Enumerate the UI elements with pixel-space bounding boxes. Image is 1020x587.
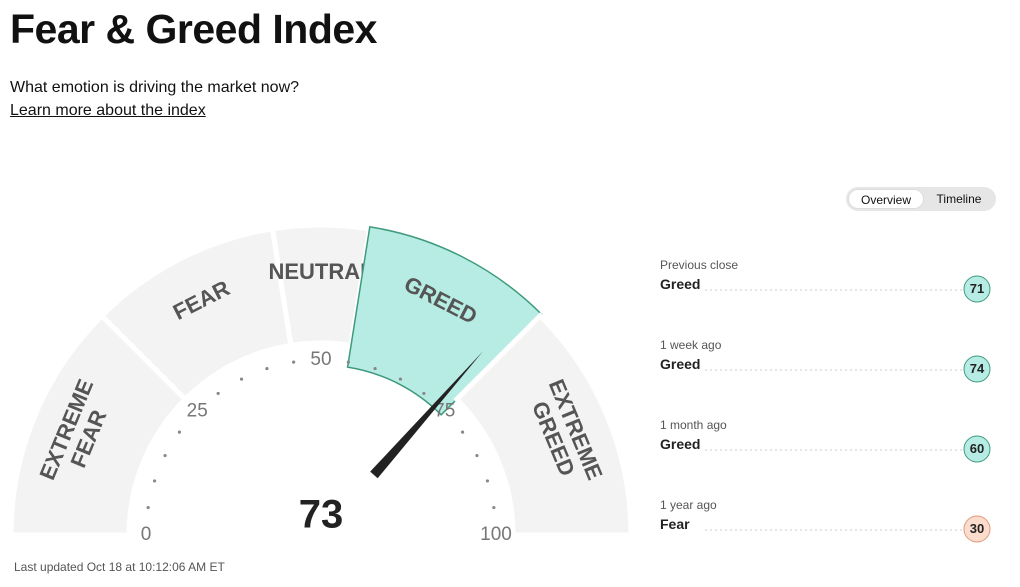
history-rating: Greed xyxy=(660,276,700,292)
history-value: 71 xyxy=(970,281,984,296)
tick-label: 100 xyxy=(480,524,512,545)
tick-label: 0 xyxy=(141,524,152,545)
history-value: 74 xyxy=(970,361,985,376)
history-badge xyxy=(963,275,991,303)
tick-dot xyxy=(492,506,496,510)
history-badge xyxy=(963,355,991,383)
history-value: 30 xyxy=(970,521,984,536)
tab-toggle: Overview Timeline xyxy=(846,187,996,211)
history-rating: Greed xyxy=(660,356,700,372)
tick-label: 50 xyxy=(310,349,331,370)
history-label: Previous close xyxy=(660,258,738,272)
tick-dot xyxy=(239,377,244,381)
history-label: 1 week ago xyxy=(660,338,722,352)
tab[interactable]: Timeline xyxy=(936,192,982,206)
history-value: 60 xyxy=(970,441,984,456)
tick-dot xyxy=(216,391,220,396)
tick-dot xyxy=(346,360,350,364)
tick-dot xyxy=(292,360,296,364)
gauge-value: 73 xyxy=(299,493,344,537)
gauge-segment xyxy=(453,312,634,538)
hub xyxy=(259,473,383,587)
tick-label: 75 xyxy=(434,400,455,421)
tick-dot xyxy=(422,391,426,396)
history-label: 1 month ago xyxy=(660,418,727,432)
tick-dot xyxy=(152,479,157,483)
tick-dot xyxy=(163,453,167,458)
history-rating: Greed xyxy=(660,436,700,452)
tick-dot xyxy=(265,366,269,371)
title: Fear & Greed Index xyxy=(10,6,377,52)
tick-dot xyxy=(475,453,479,458)
tab[interactable]: Overview xyxy=(848,189,924,209)
last-updated: Last updated Oct 18 at 10:12:06 AM ET xyxy=(14,560,225,574)
tick-dot xyxy=(177,430,182,434)
tick-dot xyxy=(146,506,150,510)
tick-dot xyxy=(398,377,403,381)
history-badge xyxy=(963,515,991,543)
tick-dot xyxy=(373,366,377,371)
tick-label: 25 xyxy=(187,400,208,421)
subtitle: What emotion is driving the market now? xyxy=(10,79,300,96)
history-badge xyxy=(963,435,991,463)
tick-dot xyxy=(460,430,465,434)
history-label: 1 year ago xyxy=(660,498,717,512)
tick-dot xyxy=(485,479,490,483)
history-rating: Fear xyxy=(660,516,690,532)
learn-more-link[interactable]: Learn more about the index xyxy=(10,102,206,119)
needle xyxy=(370,351,484,479)
segment-label: NEUTRAL xyxy=(268,259,373,284)
